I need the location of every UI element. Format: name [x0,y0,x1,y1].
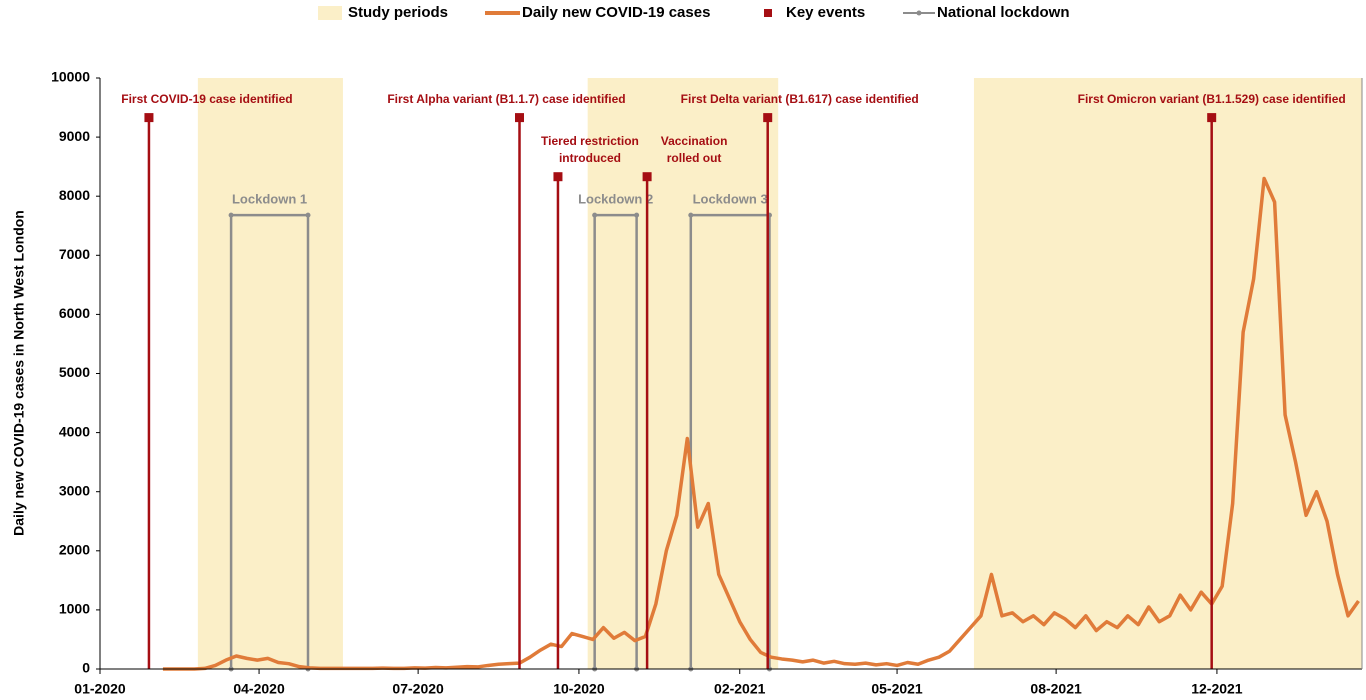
y-tick-label: 2000 [59,542,90,558]
plot-background [197,78,1362,669]
y-tick-label: 6000 [59,305,90,321]
case-line [162,176,1360,671]
x-tick-label: 02-2021 [714,681,766,697]
legend-swatch [318,6,342,20]
study-period [587,78,779,669]
key-event-label: Tiered restriction [541,134,639,148]
plot-marks: Lockdown 1 Lockdown 2 Lockdown 3 First COVI… [121,92,1360,672]
lockdown-dot [688,212,694,218]
lockdown-dot [305,212,311,218]
key-event-label: Vaccination [661,134,728,148]
legend-swatch [916,10,922,16]
legend-label: Daily new COVID-19 cases [522,4,710,21]
x-tick-label: 10-2020 [553,681,605,697]
key-event-marker [763,113,773,123]
key-event-marker [553,172,563,182]
x-tick-label: 08-2021 [1030,681,1082,697]
lockdown-label: Lockdown 1 [232,192,307,207]
x-tick-label: 04-2020 [233,681,285,697]
y-tick-label: 3000 [59,482,90,498]
lockdown-dot [634,212,640,218]
y-tick-label: 7000 [59,246,90,262]
legend: Study periods Daily new COVID-19 cases Key… [318,4,1070,21]
key-event-marker [144,113,154,123]
y-tick-label: 1000 [59,601,90,617]
lockdown-dot [228,212,234,218]
lockdown-bracket [689,213,771,669]
key-event-label: First COVID-19 case identified [121,92,292,106]
key-event-label: First Omicron variant (B1.1.529) case id… [1078,92,1346,106]
y-tick-label: 9000 [59,128,90,144]
legend-label: Key events [786,4,865,21]
legend-label: National lockdown [937,4,1070,21]
key-event-label: First Delta variant (B1.617) case identi… [681,92,919,106]
key-event-label: rolled out [667,151,722,165]
key-event-marker [515,113,525,123]
lockdown-label: Lockdown 3 [693,192,768,207]
lockdown-dot [592,212,598,218]
y-axis-label: Daily new COVID-19 cases in North West L… [11,210,27,536]
y-tick-label: 8000 [59,187,90,203]
key-event-label: First Alpha variant (B1.1.7) case identi… [387,92,625,106]
x-tick-label: 01-2020 [74,681,126,697]
key-event-marker [642,172,652,182]
legend-label: Study periods [348,4,448,21]
key-event-label: introduced [559,151,621,165]
lockdown-label: Lockdown 2 [578,192,653,207]
y-tick-label: 5000 [59,364,90,380]
study-period [197,78,343,669]
x-tick-label: 07-2020 [392,681,444,697]
y-tick-label: 4000 [59,423,90,439]
y-tick-label: 10000 [51,69,90,85]
key-event-marker [1207,113,1217,123]
lockdown-bracket [229,213,310,669]
x-tick-label: 12-2021 [1191,681,1243,697]
study-period [973,78,1362,669]
legend-swatch [764,9,772,17]
lockdown-bracket [593,213,638,669]
x-tick-label: 05-2021 [871,681,923,697]
y-tick-label: 0 [82,660,90,676]
